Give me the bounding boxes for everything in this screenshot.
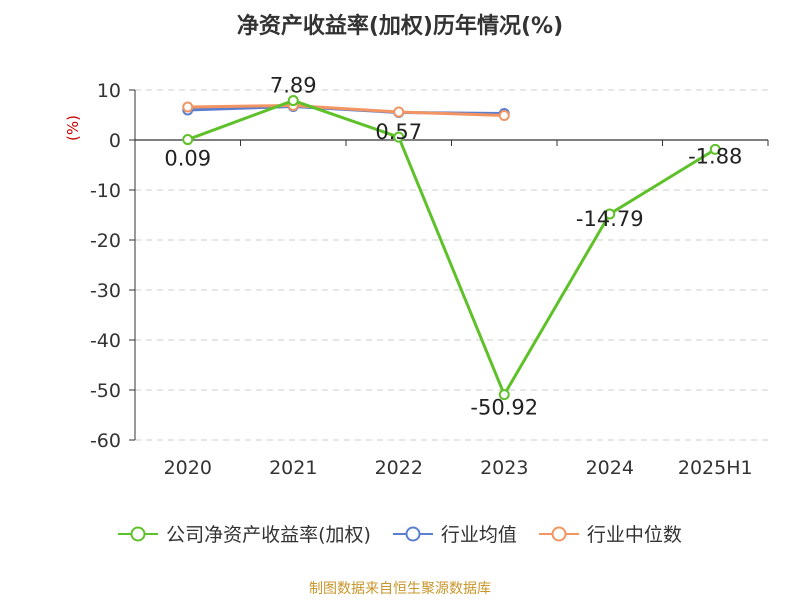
legend-item-company[interactable]: 公司净资产收益率(加权) [118, 520, 371, 547]
data-point-company [182, 134, 194, 146]
y-tick-label: -10 [90, 180, 121, 202]
data-point-industry-median [498, 110, 510, 121]
data-point-company [604, 208, 616, 220]
data-point-industry-median [393, 106, 405, 118]
series-line-industry-median [187, 104, 505, 117]
data-point-company [498, 389, 510, 401]
y-tick-label: -40 [90, 330, 121, 352]
legend-label-industry-median: 行业中位数 [586, 524, 682, 546]
legend-line-icon [392, 526, 433, 541]
y-tick-label: -60 [90, 430, 121, 452]
data-point-company [393, 131, 405, 143]
legend-label-company: 公司净资产收益率(加权) [166, 524, 371, 546]
x-tick-label: 2021 [269, 457, 317, 479]
x-tick-label: 2022 [375, 457, 423, 479]
x-tick-label: 2020 [164, 457, 212, 479]
data-label: -1.88 [688, 144, 742, 168]
legend-item-industry-median[interactable]: 行业中位数 [538, 520, 682, 547]
y-tick-label: -50 [90, 380, 121, 402]
data-label: 7.89 [270, 74, 317, 98]
legend-item-industry-avg[interactable]: 行业均值 [392, 520, 517, 547]
x-tick-label: 2023 [480, 457, 528, 479]
y-tick-label: 0 [109, 130, 121, 152]
data-label: -50.92 [470, 396, 538, 420]
y-tick-label: -20 [90, 230, 121, 252]
legend-label-industry-avg: 行业均值 [440, 524, 517, 546]
data-point-company [287, 95, 299, 107]
y-tick-label: 10 [97, 80, 121, 102]
data-label: 0.57 [375, 120, 422, 144]
legend-line-icon [118, 526, 159, 541]
data-label: 0.09 [164, 147, 211, 171]
data-point-company [709, 143, 721, 155]
data-point-industry-median [182, 101, 194, 113]
legend: 公司净资产收益率(加权) 行业均值 行业中位数 [0, 520, 800, 547]
legend-line-icon [538, 526, 579, 541]
series-line-company [187, 99, 717, 397]
data-label: -14.79 [576, 207, 644, 231]
x-tick-label: 2024 [586, 457, 634, 479]
chart-title: 净资产收益率(加权)历年情况(%) [236, 14, 564, 39]
x-tick-label: 2025H1 [678, 457, 753, 479]
source-note: 制图数据来自恒生聚源数据库 [309, 581, 491, 597]
y-tick-label: -30 [90, 280, 121, 302]
y-axis-unit: (%) [64, 115, 82, 141]
